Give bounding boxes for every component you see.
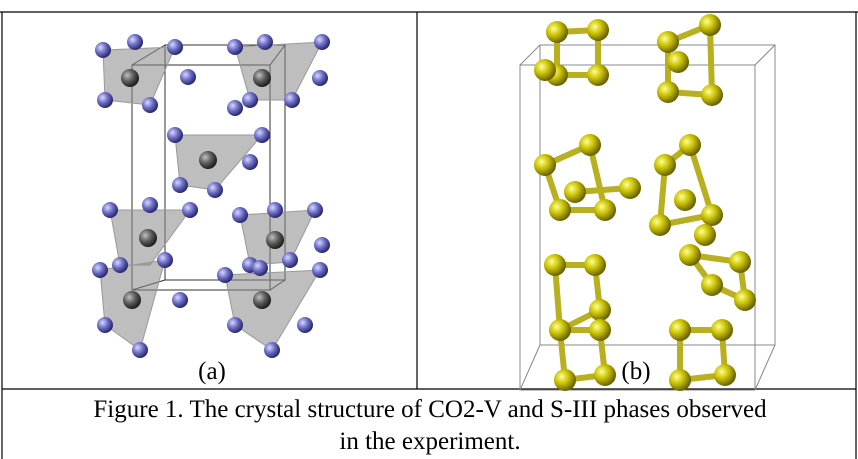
panel-label: (a) — [162, 358, 262, 386]
panel-label: (b) — [586, 358, 686, 386]
figure-art — [0, 0, 858, 459]
figure: (a) (b) Figure 1. The crystal structure … — [0, 0, 858, 459]
figure-caption: Figure 1. The crystal structure of CO2-V… — [90, 394, 770, 458]
structure-a — [92, 34, 330, 358]
structure-b — [520, 14, 775, 391]
